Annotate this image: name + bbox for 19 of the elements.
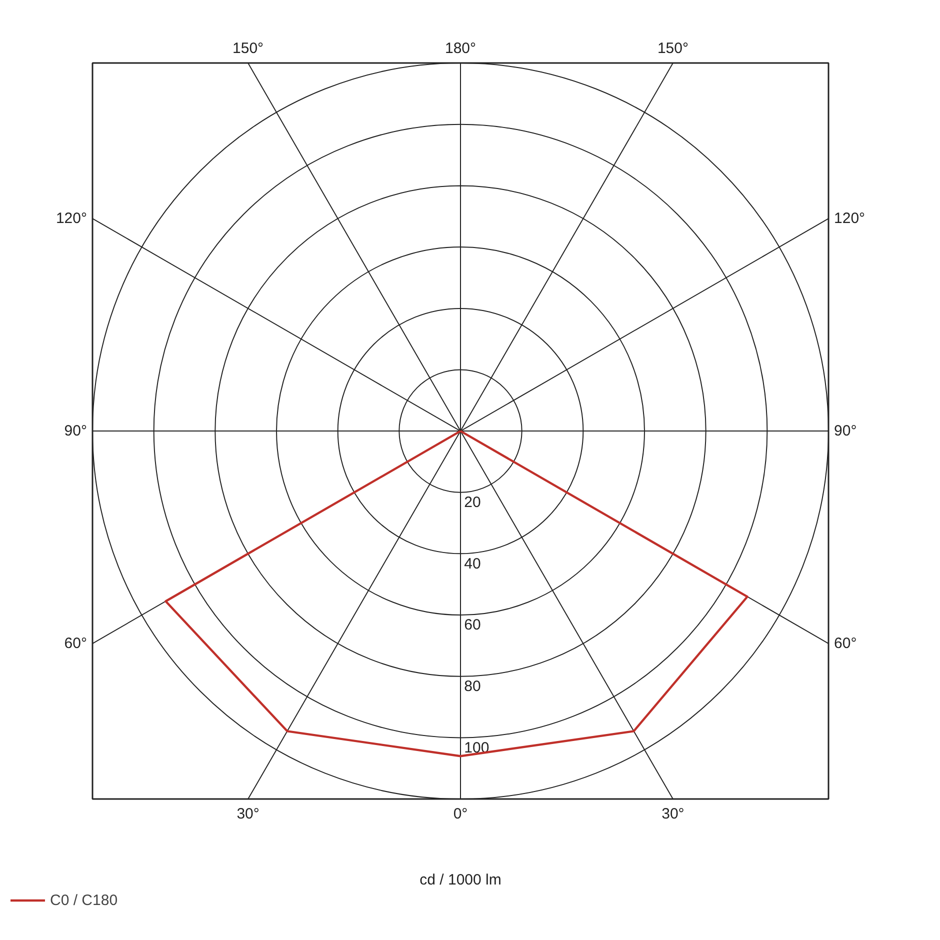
spoke-label: 0°	[453, 805, 468, 822]
y-tick-label: 60	[464, 616, 481, 634]
spoke-label: 60°	[834, 635, 857, 652]
spoke-label: 150°	[232, 40, 264, 57]
legend-label: C0 / C180	[50, 892, 118, 908]
spoke-label: 60°	[64, 635, 87, 652]
spoke-label: 180°	[444, 40, 476, 57]
y-tick-label: 80	[464, 678, 481, 696]
y-tick-label: 100	[464, 739, 490, 756]
spoke-label: 120°	[56, 210, 87, 228]
spoke-label: 30°	[662, 805, 684, 822]
y-tick-label: 40	[464, 555, 481, 572]
spoke-label: 30°	[236, 805, 260, 822]
y-tick-label: 20	[464, 494, 481, 512]
spoke-label: 90°	[64, 422, 87, 440]
spoke-label: 150°	[657, 40, 688, 57]
spoke-label: 90°	[834, 422, 857, 440]
text: cd / 1000 lm	[420, 872, 502, 889]
spoke-label: 120°	[834, 210, 866, 228]
